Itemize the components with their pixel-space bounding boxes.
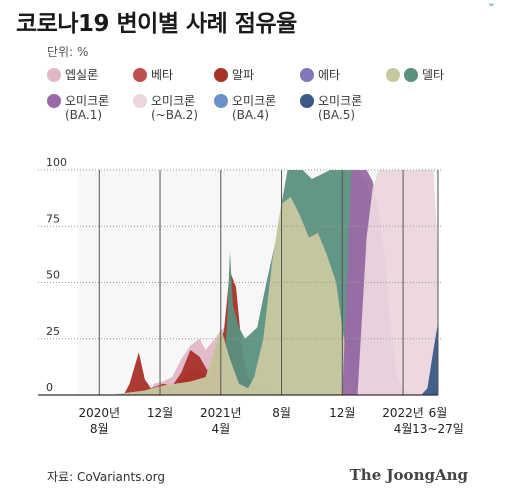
legend-label-sub: (~BA.2): [151, 108, 199, 122]
legend-label: 오미크론 (BA.4): [232, 94, 276, 122]
legend-label-main: 베타: [151, 68, 174, 82]
legend-label-sub: (BA.4): [232, 108, 270, 122]
legend-item: 오미크론 (~BA.2): [133, 94, 198, 122]
legend-label-main: 엡실론: [65, 68, 99, 82]
unit-label: 단위: %: [47, 45, 89, 59]
legend-label-sub: (BA.5): [318, 108, 356, 122]
legend-label: 오미크론 (BA.5): [318, 94, 362, 122]
legend-label-main: 오미크론: [232, 94, 277, 108]
x-tick-label: 12월: [147, 406, 173, 420]
legend-item: 알파: [214, 68, 254, 82]
chevron-icon: ⌄: [486, 0, 496, 9]
x-tick-label: 8월: [272, 406, 291, 420]
x-tick-sublabel: 8월: [90, 422, 109, 436]
legend-item: 에타: [300, 68, 340, 82]
legend-swatch: [300, 68, 314, 82]
brand-logo: The JoongAng: [349, 466, 468, 484]
variant-share-chart: 0 25 50 75 100 2020년 8월 12월 2021년 4월 8월 12월 2022년 4월…: [38, 156, 464, 436]
legend-label-sub: (BA.1): [65, 108, 103, 122]
legend-swatch: [404, 68, 418, 82]
legend-swatch: [133, 68, 147, 82]
x-tick-label: 6월: [429, 406, 448, 420]
x-tick-sublabel: 4월: [394, 422, 413, 436]
legend-swatch: [386, 68, 400, 82]
source-label: 자료: CoVariants.org: [47, 470, 165, 484]
legend-label-main: 에타: [318, 68, 341, 82]
legend-item: 델타: [386, 68, 444, 82]
legend-label: 델타: [422, 68, 444, 82]
x-tick-sublabel: 4월: [211, 422, 230, 436]
legend-swatch: [300, 94, 314, 108]
page-title: 코로나19 변이별 사례 점유율: [16, 11, 297, 37]
legend-label: 베타: [151, 68, 173, 82]
y-tick-label: 50: [46, 269, 60, 282]
x-tick-label: 2021년: [200, 406, 242, 420]
gridlines: [38, 169, 442, 395]
x-tick-label: 2020년: [78, 406, 120, 420]
x-ticks: 2020년 8월 12월 2021년 4월 8월 12월 2022년 4월 6월 13~27일: [78, 406, 463, 436]
legend-item: 엡실론: [47, 68, 98, 82]
y-tick-label: 0: [46, 381, 53, 394]
legend-label: 알파: [232, 68, 254, 82]
x-tick-label: 2022년: [382, 406, 424, 420]
area-series: [421, 323, 438, 395]
y-tick-label: 75: [46, 212, 60, 225]
legend-item: 오미크론 (BA.5): [300, 94, 362, 122]
x-tick-sublabel: 13~27일: [412, 422, 464, 436]
y-tick-label: 25: [46, 325, 60, 338]
legend-label: 에타: [318, 68, 340, 82]
legend-swatch: [214, 68, 228, 82]
legend-swatch: [47, 68, 61, 82]
legend-label-main: 오미크론: [65, 94, 110, 108]
legend-swatch: [133, 94, 147, 108]
legend-label-main: 알파: [232, 68, 255, 82]
legend-swatch: [47, 94, 61, 108]
legend-label-main: 오미크론: [151, 94, 196, 108]
legend-item: 베타: [133, 68, 173, 82]
legend-label: 엡실론: [65, 68, 98, 82]
legend-label-main: 오미크론: [318, 94, 363, 108]
area-series: [108, 197, 361, 395]
legend-label: 오미크론 (BA.1): [65, 94, 109, 122]
legend-swatch: [214, 94, 228, 108]
legend-label: 오미크론 (~BA.2): [151, 94, 198, 122]
x-tick-label: 12월: [329, 406, 355, 420]
y-ticks: 0 25 50 75 100: [46, 156, 67, 394]
legend-item: 오미크론 (BA.4): [214, 94, 276, 122]
y-tick-label: 100: [46, 156, 67, 169]
legend-item: 오미크론 (BA.1): [47, 94, 109, 122]
legend-label-main: 델타: [422, 68, 445, 82]
